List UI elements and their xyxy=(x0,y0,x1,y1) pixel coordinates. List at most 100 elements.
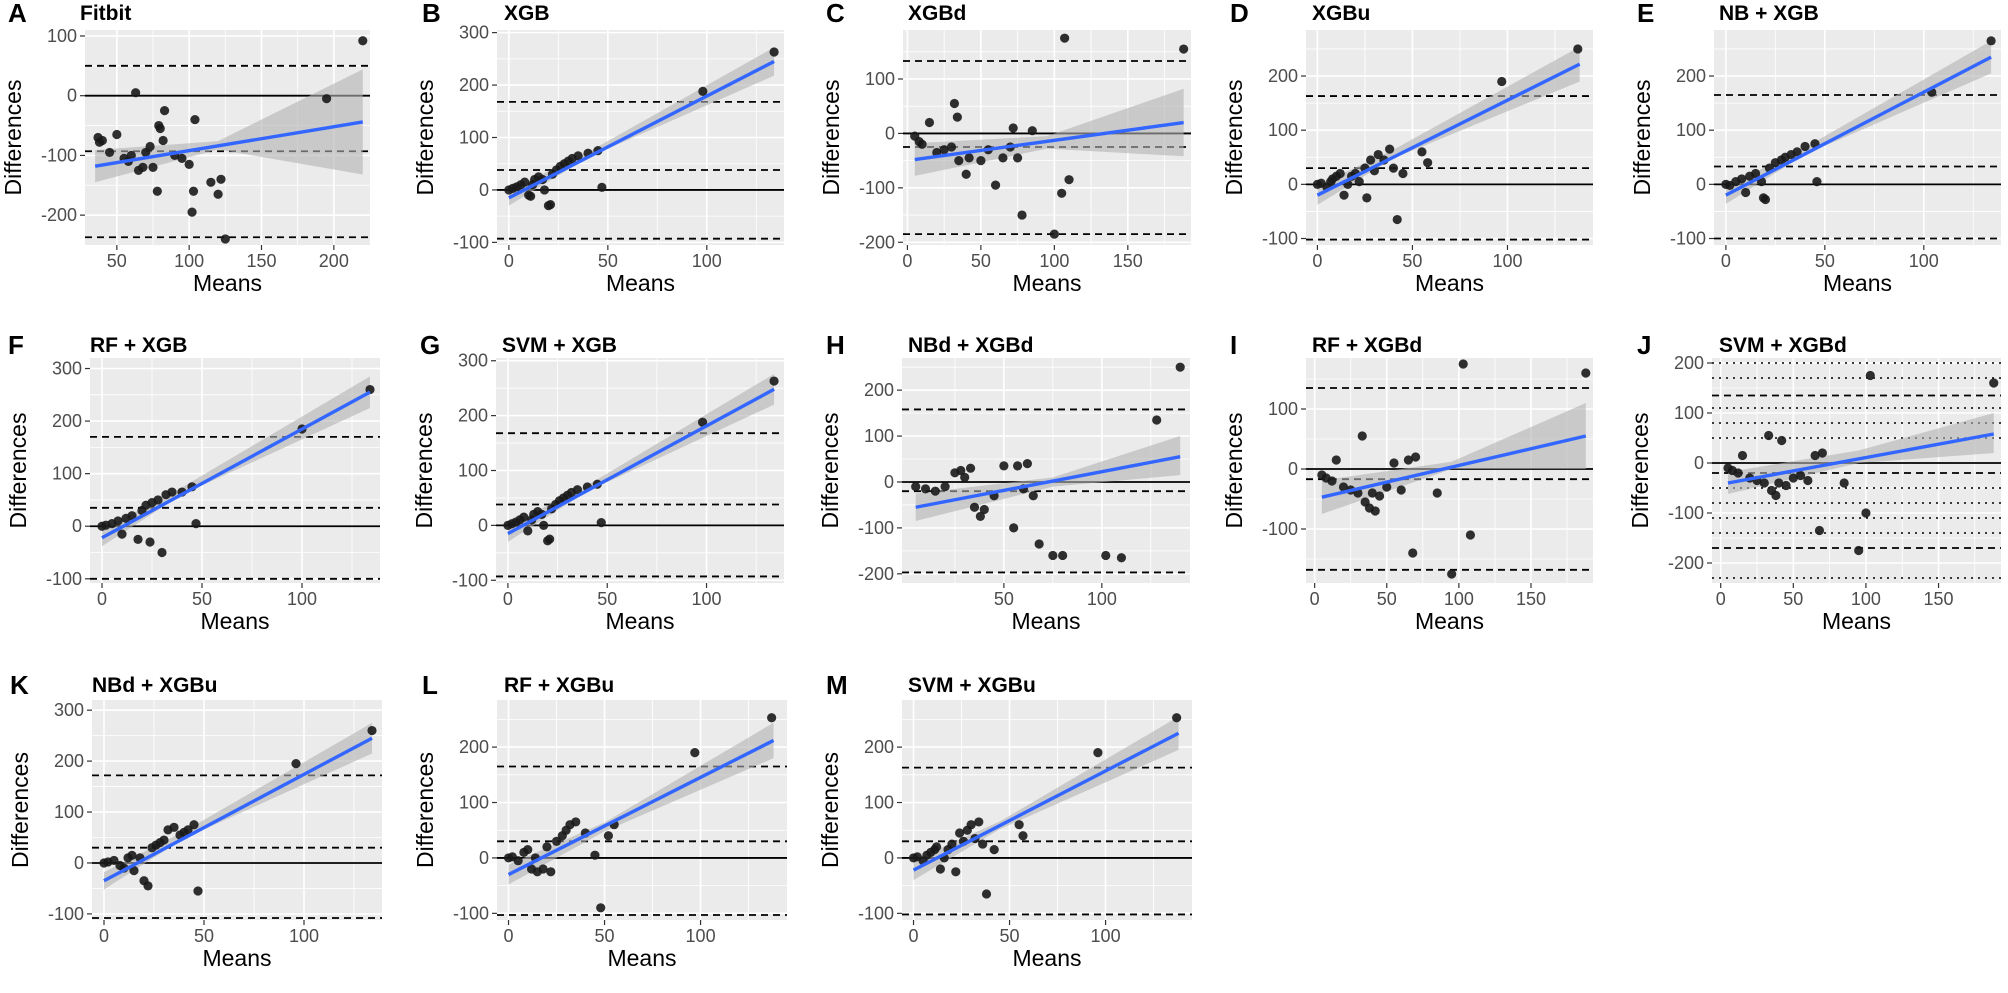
data-point xyxy=(946,142,957,152)
y-tick-label: -100 xyxy=(46,569,82,589)
data-point xyxy=(539,185,550,195)
data-point xyxy=(1403,455,1413,465)
data-point xyxy=(526,191,536,201)
panel-title: RF + XGB xyxy=(90,334,187,357)
regression-line xyxy=(1316,62,1581,197)
panel-L: 0 50 100 -100 0 100 200 Means Differences L RF + X… xyxy=(412,670,787,971)
data-point xyxy=(1986,36,1996,46)
data-point xyxy=(1049,229,1059,239)
data-point xyxy=(1737,450,1748,461)
data-point xyxy=(1854,545,1864,556)
data-point xyxy=(220,234,230,244)
data-point xyxy=(143,881,153,891)
data-point xyxy=(159,106,170,116)
data-point xyxy=(989,845,999,855)
data-point xyxy=(998,153,1008,163)
panel-B: 0 50 100 -100 0 100 200 300 Means Differences B XGB xyxy=(412,0,784,296)
data-point xyxy=(1839,478,1849,488)
data-point xyxy=(545,200,556,210)
data-point xyxy=(1101,550,1111,561)
data-point xyxy=(113,516,123,526)
data-point xyxy=(126,150,136,161)
data-point xyxy=(1370,506,1380,516)
data-point xyxy=(1008,123,1018,133)
data-point xyxy=(1573,44,1583,54)
x-tick-label: 0 xyxy=(503,589,513,609)
data-point xyxy=(603,831,613,841)
data-point xyxy=(698,86,708,96)
data-point xyxy=(189,820,199,830)
x-axis-title: Means xyxy=(193,270,262,296)
x-tick-label: 0 xyxy=(99,926,109,946)
panel-letter: D xyxy=(1230,0,1249,28)
data-point xyxy=(949,98,960,109)
y-tick-label: 100 xyxy=(1674,403,1704,423)
data-point xyxy=(769,47,779,57)
x-tick-label: 50 xyxy=(1377,589,1397,609)
y-tick-label: 0 xyxy=(479,848,489,868)
data-point xyxy=(1060,33,1070,43)
data-point xyxy=(966,820,976,830)
data-point xyxy=(1388,163,1399,173)
x-tick-label: 50 xyxy=(597,589,617,609)
data-point xyxy=(935,864,946,874)
x-tick-label: 0 xyxy=(902,251,912,271)
data-point xyxy=(917,139,927,149)
x-tick-label: 0 xyxy=(1312,251,1322,271)
panel-H: 50 100 -200 -100 0 100 200 Means Differences H NBd… xyxy=(817,330,1190,634)
y-tick-label: 100 xyxy=(1268,399,1298,419)
data-point xyxy=(131,88,141,98)
x-tick-label: 50 xyxy=(192,589,212,609)
panel-letter: K xyxy=(10,670,29,700)
x-axis-title: Means xyxy=(1823,270,1892,296)
x-tick-label: 0 xyxy=(504,251,514,271)
y-tick-label: 100 xyxy=(865,69,895,89)
y-tick-label: 200 xyxy=(1268,66,1298,86)
regression-line xyxy=(507,738,775,877)
y-tick-label: 100 xyxy=(864,426,894,446)
y-axis-title: Differences xyxy=(411,413,437,529)
y-axis-title: Differences xyxy=(818,80,844,196)
panel-J: 0 50 100 150 -200 -100 0 100 200 Means Differences… xyxy=(1627,330,2001,634)
x-axis-title: Means xyxy=(1012,270,1081,296)
data-point xyxy=(911,481,921,492)
x-tick-label: 100 xyxy=(692,589,722,609)
data-point xyxy=(920,484,931,494)
data-point xyxy=(546,867,556,877)
y-tick-label: 200 xyxy=(54,751,84,771)
data-point xyxy=(1014,820,1024,830)
y-tick-label: -100 xyxy=(41,145,77,165)
data-point xyxy=(1447,569,1457,579)
data-point xyxy=(1338,482,1349,492)
data-point xyxy=(1989,378,1999,388)
data-point xyxy=(520,177,530,187)
y-tick-label: -100 xyxy=(1668,503,1704,523)
data-point xyxy=(1382,482,1392,492)
data-point xyxy=(191,518,201,529)
y-axis-title: Differences xyxy=(1221,413,1247,529)
y-tick-label: 200 xyxy=(864,380,894,400)
data-point xyxy=(976,156,986,166)
data-point xyxy=(956,465,966,476)
data-point xyxy=(979,504,989,515)
data-point xyxy=(519,512,529,522)
y-tick-label: 100 xyxy=(54,802,84,822)
y-tick-label: 0 xyxy=(72,516,82,536)
x-tick-label: 50 xyxy=(1402,251,1422,271)
confidence-band xyxy=(914,88,1184,176)
y-tick-label: 100 xyxy=(52,464,82,484)
confidence-band xyxy=(913,716,1179,881)
y-tick-label: 100 xyxy=(47,26,77,46)
data-point xyxy=(1392,214,1402,225)
y-tick-label: 0 xyxy=(67,86,77,106)
data-point xyxy=(539,520,549,530)
data-point xyxy=(961,169,971,179)
data-point xyxy=(358,36,368,46)
x-tick-label: 50 xyxy=(194,926,214,946)
y-tick-label: 0 xyxy=(1696,174,1706,194)
y-axis-title: Differences xyxy=(412,752,438,868)
confidence-band xyxy=(508,722,774,885)
y-tick-label: 300 xyxy=(459,23,489,43)
y-axis-title: Differences xyxy=(1221,80,1247,196)
data-point xyxy=(1408,548,1418,558)
